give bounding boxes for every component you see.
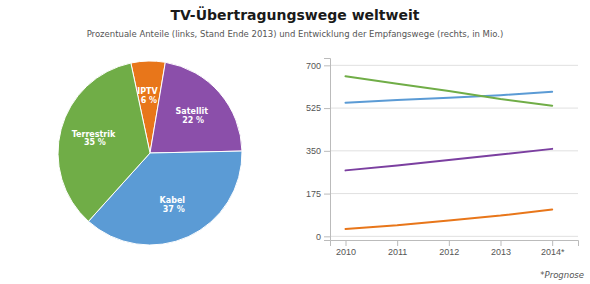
y-axis-tick-label: 700 [306, 61, 321, 71]
grid-line [330, 65, 578, 66]
slice-label-line: Kabel [160, 196, 186, 205]
x-axis-tick-mark [346, 240, 347, 246]
x-axis-tick: 2013 [491, 240, 511, 257]
y-axis-tick-label: 350 [306, 146, 321, 156]
grid-line [330, 108, 578, 109]
y-axis: 0 175 350 525 700 [306, 59, 331, 242]
slice-label-line: 35 % [84, 138, 106, 147]
y-axis-tick: 700 [306, 61, 330, 71]
series-line [346, 76, 553, 105]
slice-label-line: 22 % [182, 116, 204, 125]
slice-label-line: 6 % [141, 96, 157, 105]
x-axis-tick: 2014* [541, 240, 565, 257]
y-axis-tick: 350 [306, 146, 330, 156]
x-axis-tick: 2011 [388, 240, 407, 257]
x-axis: 2010 2011 2012 2013 2014* [331, 240, 579, 257]
slice-label-line: 37 % [163, 205, 185, 214]
grid-line [330, 236, 578, 237]
x-axis-tick-label: 2012 [439, 247, 459, 257]
plot-area [346, 76, 553, 229]
y-axis-tick-label: 175 [306, 189, 321, 199]
y-axis-tick-mark [324, 236, 330, 237]
y-axis-tick-mark [324, 65, 330, 66]
slice-label-line: Terrestrik [72, 130, 116, 139]
background [0, 0, 590, 284]
y-axis-tick-mark [324, 108, 330, 109]
x-axis-tick-mark [552, 240, 553, 246]
slice-label: Satellit 22 % [176, 107, 211, 125]
slice-label-line: Satellit [176, 107, 209, 116]
annotation: *Prognose [540, 270, 584, 280]
slice-label: Terrestrik 35 % [72, 130, 119, 148]
slice-label-line: IPTV [137, 87, 158, 96]
pie-slice [150, 62, 242, 153]
slice-label: Kabel 37 % [160, 196, 188, 214]
y-axis-tick: 525 [306, 103, 330, 113]
subtitle: Prozentuale Anteile (links, Stand Ende 2… [87, 29, 504, 39]
x-axis-tick-label: 2010 [336, 247, 356, 257]
x-axis-tick-mark [449, 240, 450, 246]
y-axis-tick-label: 0 [316, 232, 321, 242]
pie: IPTV 6 % Satellit 22 % Kabel 37 % Terrestri… [58, 61, 242, 245]
x-axis-tick-label: 2013 [491, 247, 511, 257]
y-axis-tick: 175 [306, 189, 330, 199]
y-axis-tick-label: 525 [306, 103, 321, 113]
x-axis-tick-label: 2011 [388, 247, 407, 257]
x-axis-line [331, 241, 579, 247]
series-line [346, 149, 553, 170]
title: TV-Übertragungswege weltweit [171, 6, 420, 23]
grid [330, 65, 578, 236]
series-line [346, 209, 553, 229]
grid-line [330, 193, 578, 194]
x-axis-tick-mark [397, 240, 398, 246]
y-axis-tick: 0 [316, 232, 330, 242]
x-axis-tick-label: 2014* [541, 247, 565, 257]
slice-label: IPTV 6 % [137, 87, 160, 105]
y-axis-tick-mark [324, 194, 330, 195]
y-axis-tick-mark [324, 151, 330, 152]
x-axis-tick-mark [501, 240, 502, 246]
y-axis-line [324, 59, 331, 241]
chart-root: TV-Übertragungswege weltweit Prozentuale … [0, 0, 590, 284]
x-axis-tick: 2010 [336, 240, 356, 257]
x-axis-tick: 2012 [439, 240, 459, 257]
